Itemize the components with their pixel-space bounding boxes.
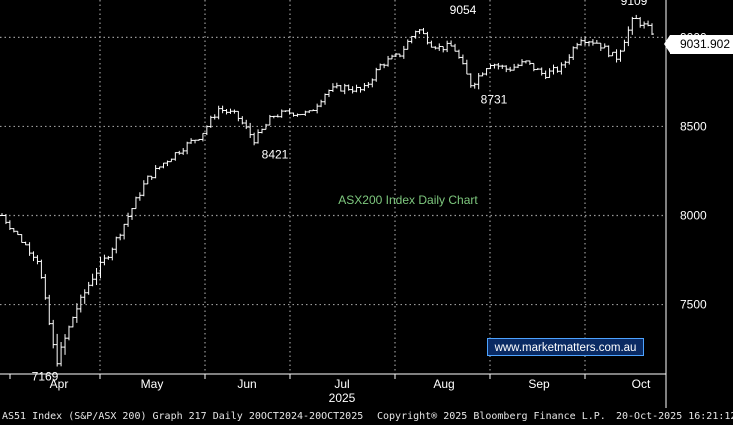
y-tick-label: 8000 — [680, 208, 707, 222]
ohlc-bars — [0, 14, 654, 367]
last-value-label: 9031.902 — [670, 35, 733, 54]
footer-timestamp: 20-Oct-2025 16:21:12 — [616, 411, 733, 422]
x-tick-label: Apr — [50, 377, 69, 391]
x-tick-label: May — [141, 377, 164, 391]
x-tick-label: Jun — [237, 377, 256, 391]
chart-footer: AS51 Index (S&P/ASX 200) Graph 217 Daily… — [0, 408, 733, 425]
footer-copyright: Copyright® 2025 Bloomberg Finance L.P. — [377, 411, 606, 422]
value-annotation: 8421 — [262, 148, 289, 162]
year-label: 2025 — [329, 391, 356, 405]
chart-annotations: 9054 9109 8731 8421 7169 — [32, 0, 648, 383]
value-annotation: 9109 — [621, 0, 648, 8]
last-value-marker-arrow — [664, 35, 670, 53]
value-annotation: 8731 — [481, 92, 508, 106]
y-tick-label: 8500 — [680, 119, 707, 133]
chart-title: ASX200 Index Daily Chart — [338, 193, 478, 207]
chart-grid — [0, 0, 666, 374]
x-tick-label: Aug — [433, 377, 454, 391]
x-tick-label: Jul — [334, 377, 349, 391]
watermark[interactable]: www.marketmatters.com.au — [487, 338, 644, 356]
x-tick-label: Sep — [528, 377, 550, 391]
footer-security-info: AS51 Index (S&P/ASX 200) Graph 217 Daily… — [2, 411, 364, 422]
chart-axes: 7500800085009000AprMayJunJulAugSepOct202… — [0, 0, 707, 425]
value-annotation: 7169 — [32, 369, 59, 383]
y-tick-label: 7500 — [680, 298, 707, 312]
value-annotation: 9054 — [450, 3, 477, 17]
x-tick-label: Oct — [632, 377, 651, 391]
